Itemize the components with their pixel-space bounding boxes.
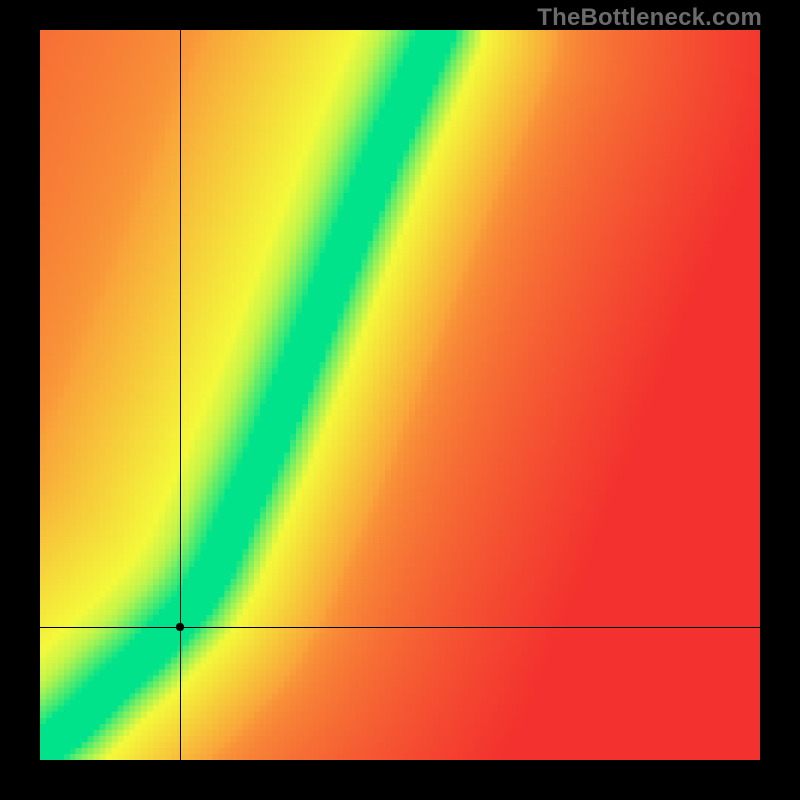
heatmap-canvas bbox=[40, 30, 760, 760]
crosshair-horizontal bbox=[40, 627, 760, 628]
crosshair-vertical bbox=[180, 30, 181, 760]
frame: TheBottleneck.com bbox=[0, 0, 800, 800]
plot-area bbox=[40, 30, 760, 760]
watermark-text: TheBottleneck.com bbox=[537, 4, 762, 32]
